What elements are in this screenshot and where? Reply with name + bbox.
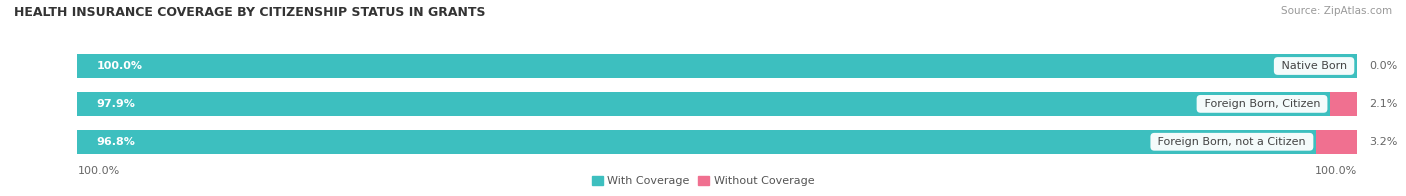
Text: 97.9%: 97.9% bbox=[97, 99, 135, 109]
Bar bbox=[77, 130, 1357, 153]
Text: 0.0%: 0.0% bbox=[1369, 61, 1398, 71]
Text: Foreign Born, Citizen: Foreign Born, Citizen bbox=[1201, 99, 1323, 109]
Text: 100.0%: 100.0% bbox=[77, 166, 120, 176]
Bar bbox=[1330, 92, 1357, 116]
Text: 3.2%: 3.2% bbox=[1369, 137, 1398, 147]
Text: Foreign Born, not a Citizen: Foreign Born, not a Citizen bbox=[1154, 137, 1309, 147]
Legend: With Coverage, Without Coverage: With Coverage, Without Coverage bbox=[588, 171, 818, 191]
Bar bbox=[77, 92, 1330, 116]
Text: 100.0%: 100.0% bbox=[97, 61, 142, 71]
Text: 96.8%: 96.8% bbox=[97, 137, 135, 147]
Text: Native Born: Native Born bbox=[1278, 61, 1350, 71]
Bar bbox=[77, 54, 1357, 78]
Bar bbox=[77, 92, 1357, 116]
Text: 100.0%: 100.0% bbox=[1315, 166, 1357, 176]
Text: 2.1%: 2.1% bbox=[1369, 99, 1398, 109]
Text: HEALTH INSURANCE COVERAGE BY CITIZENSHIP STATUS IN GRANTS: HEALTH INSURANCE COVERAGE BY CITIZENSHIP… bbox=[14, 6, 485, 19]
Text: Source: ZipAtlas.com: Source: ZipAtlas.com bbox=[1281, 6, 1392, 16]
Bar bbox=[77, 54, 1357, 78]
Bar bbox=[1316, 130, 1357, 153]
Bar bbox=[77, 130, 1316, 153]
